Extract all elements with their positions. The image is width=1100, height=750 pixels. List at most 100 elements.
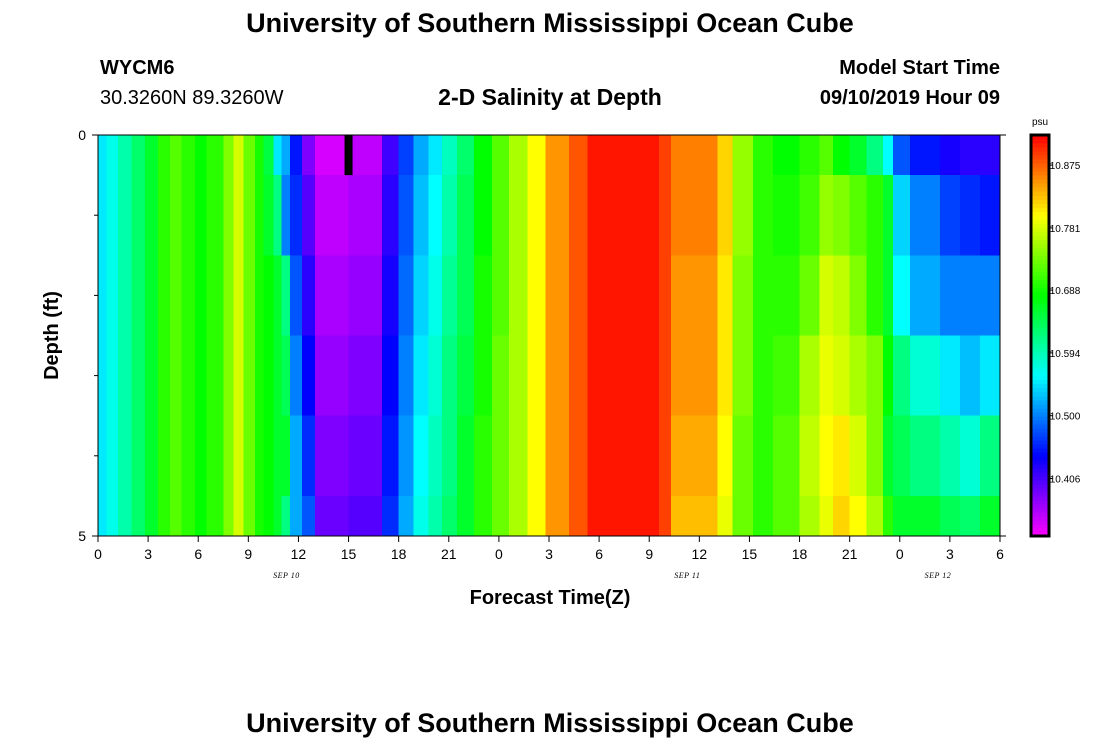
heatmap-cell-32-1 bbox=[569, 175, 589, 256]
heatmap-cell-15-3 bbox=[273, 335, 283, 417]
heatmap-cell-34-5 bbox=[659, 495, 672, 537]
heatmap-cell-13-1 bbox=[255, 175, 264, 256]
footer-title: University of Southern Mississippi Ocean… bbox=[246, 708, 854, 738]
heatmap-cell-27-4 bbox=[473, 415, 493, 497]
heatmap-cell-26-0 bbox=[457, 135, 475, 176]
colorbar-band-42 bbox=[1031, 363, 1049, 369]
colorbar-band-93 bbox=[1031, 159, 1049, 164]
colorbar-band-54 bbox=[1031, 315, 1049, 321]
heatmap-cell-29-3 bbox=[508, 335, 528, 417]
colorbar-label-1: 10.781 bbox=[1050, 224, 1081, 235]
heatmap-cell-15-1 bbox=[273, 175, 283, 256]
heatmap-cell-4-4 bbox=[144, 415, 159, 497]
colorbar-band-43 bbox=[1031, 359, 1049, 365]
current-time-marker bbox=[344, 135, 353, 176]
heatmap-cell-18-1 bbox=[301, 175, 316, 256]
colorbar-band-99 bbox=[1031, 135, 1049, 140]
colorbar-frame bbox=[1029, 133, 1051, 538]
colorbar-band-90 bbox=[1031, 171, 1049, 176]
heatmap-cell-33-4 bbox=[587, 415, 660, 497]
colorbar-band-35 bbox=[1031, 391, 1049, 397]
heatmap-cell-21-4 bbox=[381, 415, 400, 497]
colorbar-band-91 bbox=[1031, 167, 1049, 172]
heatmap-cell-39-1 bbox=[772, 175, 801, 256]
heatmap-cell-18-3 bbox=[301, 335, 316, 417]
heatmap-cell-2-1 bbox=[118, 175, 133, 256]
colorbar-band-58 bbox=[1031, 299, 1049, 305]
heatmap-cell-18-5 bbox=[301, 495, 316, 537]
heatmap-cell-24-4 bbox=[428, 415, 443, 497]
heatmap-cell-48-3 bbox=[939, 335, 961, 417]
colorbar-label-2: 10.688 bbox=[1050, 286, 1081, 297]
heatmap-cell-49-2 bbox=[959, 255, 981, 337]
heatmap-cell-20-3 bbox=[348, 335, 383, 417]
colorbar-band-98 bbox=[1031, 139, 1049, 144]
heatmap-cell-16-5 bbox=[281, 495, 291, 537]
heatmap-cell-35-0 bbox=[670, 135, 719, 176]
colorbar-band-82 bbox=[1031, 203, 1049, 208]
colorbar-band-72 bbox=[1031, 243, 1049, 248]
heatmap-cell-4-2 bbox=[144, 255, 159, 337]
x-tick-label-3: 9 bbox=[244, 546, 252, 562]
heatmap-cell-9-3 bbox=[206, 335, 224, 417]
heatmap-cell-23-2 bbox=[413, 255, 430, 337]
heatmap-cell-34-4 bbox=[659, 415, 672, 497]
colorbar-band-53 bbox=[1031, 319, 1049, 325]
colorbar-band-5 bbox=[1031, 511, 1049, 517]
heatmap-cell-12-2 bbox=[243, 255, 256, 337]
heatmap-cell-10-2 bbox=[223, 255, 234, 337]
heatmap-cell-40-1 bbox=[799, 175, 821, 256]
heatmap-cell-0-1 bbox=[98, 175, 107, 256]
colorbar-band-79 bbox=[1031, 215, 1049, 220]
colorbar-band-81 bbox=[1031, 207, 1049, 212]
colorbar-band-4 bbox=[1031, 515, 1049, 521]
heatmap-cell-24-5 bbox=[428, 495, 443, 537]
heatmap-cell-5-2 bbox=[158, 255, 171, 337]
heatmap-cell-20-0 bbox=[348, 135, 383, 176]
colorbar-band-94 bbox=[1031, 155, 1049, 160]
heatmap-cell-10-0 bbox=[223, 135, 234, 176]
heatmap-cell-24-0 bbox=[428, 135, 443, 176]
heatmap-cell-50-1 bbox=[979, 175, 1001, 256]
heatmap-cell-21-3 bbox=[381, 335, 400, 417]
heatmap-cell-32-4 bbox=[569, 415, 589, 497]
heatmap-cell-30-4 bbox=[527, 415, 547, 497]
heatmap-cell-22-4 bbox=[398, 415, 415, 497]
heatmap-cell-1-0 bbox=[106, 135, 119, 176]
heatmap-cell-22-2 bbox=[398, 255, 415, 337]
heatmap-cell-43-2 bbox=[849, 255, 867, 337]
colorbar-band-36 bbox=[1031, 387, 1049, 393]
heatmap-cell-11-1 bbox=[233, 175, 244, 256]
heatmap-cell-39-0 bbox=[772, 135, 801, 176]
heatmap-cell-35-4 bbox=[670, 415, 719, 497]
heatmap-cell-36-5 bbox=[717, 495, 734, 537]
heatmap-cell-38-4 bbox=[752, 415, 774, 497]
heatmap-cell-28-0 bbox=[492, 135, 510, 176]
heatmap-cell-47-5 bbox=[909, 495, 941, 537]
colorbar-band-77 bbox=[1031, 223, 1049, 228]
heatmap-cell-21-1 bbox=[381, 175, 400, 256]
colorbar-band-57 bbox=[1031, 303, 1049, 309]
colorbar-band-22 bbox=[1031, 443, 1049, 449]
colorbar-band-51 bbox=[1031, 327, 1049, 333]
heatmap-cell-33-3 bbox=[587, 335, 660, 417]
heatmap-cell-31-4 bbox=[545, 415, 570, 497]
heatmap-cell-18-2 bbox=[301, 255, 316, 337]
heatmap-cell-40-4 bbox=[799, 415, 821, 497]
colorbar-band-67 bbox=[1031, 263, 1049, 268]
heatmap-cell-17-5 bbox=[290, 495, 303, 537]
heatmap-cell-0-0 bbox=[98, 135, 107, 176]
heatmap-cell-49-0 bbox=[959, 135, 981, 176]
heatmap-cell-2-5 bbox=[118, 495, 133, 537]
y-axis-title: Depth (ft) bbox=[41, 291, 63, 380]
heatmap-cell-46-1 bbox=[893, 175, 911, 256]
colorbar-band-37 bbox=[1031, 383, 1049, 389]
heatmap-cell-45-0 bbox=[883, 135, 894, 176]
heatmap-cell-5-5 bbox=[158, 495, 171, 537]
colorbar-band-60 bbox=[1031, 291, 1049, 296]
heatmap-cell-50-0 bbox=[979, 135, 1001, 176]
x-tick-label-5: 15 bbox=[341, 546, 357, 562]
colorbar-band-14 bbox=[1031, 475, 1049, 481]
heatmap-cell-46-4 bbox=[893, 415, 911, 497]
heatmap-cell-11-4 bbox=[233, 415, 244, 497]
